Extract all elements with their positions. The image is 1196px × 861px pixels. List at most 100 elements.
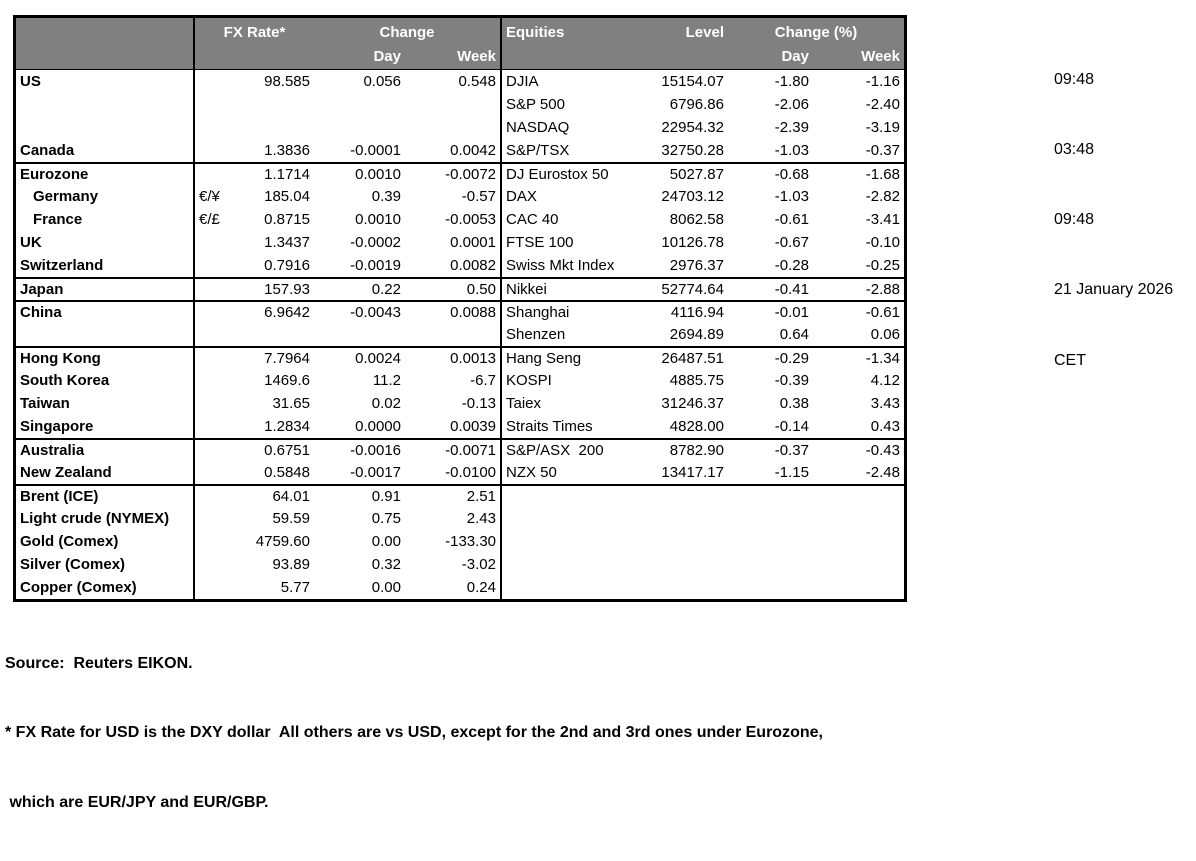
equity-half: Nikkei 52774.64 -0.41 -2.88 xyxy=(502,279,904,300)
fx-half: Singapore 1.2834 0.0000 0.0039 xyxy=(16,415,502,438)
timestamp-line: 09:48 xyxy=(1054,211,1095,229)
timestamp-block: 09:48 03:48 09:48 21 January 2026 CET xyxy=(1054,21,1173,419)
fx-change-day xyxy=(314,323,405,346)
header-row-1: FX Rate* Change Equities Level Change (%… xyxy=(16,18,904,47)
fx-half: Silver (Comex) 93.89 0.32 -3.02 xyxy=(16,553,502,576)
fx-rate-value: 6.9642 xyxy=(264,304,310,321)
fx-rate-value: 98.585 xyxy=(264,73,310,90)
equity-half: Shenzen 2694.89 0.64 0.06 xyxy=(502,323,904,346)
country-label xyxy=(16,116,195,139)
table-row: Japan 157.93 0.22 0.50 Nikkei 52774.64 -… xyxy=(16,277,904,300)
source-note: Source: Reuters EIKON. xyxy=(5,654,193,672)
fx-footnote-line-2: which are EUR/JPY and EUR/GBP. xyxy=(5,794,269,812)
header-label-spacer xyxy=(16,47,195,69)
country-label: Hong Kong xyxy=(16,348,195,369)
header-fx-spacer xyxy=(235,47,314,69)
currency-pair-label xyxy=(195,93,235,116)
equity-name: S&P/TSX xyxy=(506,142,570,159)
equity-level xyxy=(646,576,728,599)
equity-change-day xyxy=(728,507,813,530)
equity-half xyxy=(502,553,904,576)
equity-change-day: -0.28 xyxy=(774,257,809,274)
table-row: Shenzen 2694.89 0.64 0.06 xyxy=(16,323,904,346)
fx-change-day: -0.0017 xyxy=(350,464,401,481)
country-label: Canada xyxy=(16,139,195,162)
report-date: 21 January 2026 xyxy=(1054,281,1174,299)
fx-change-week xyxy=(405,93,500,116)
currency-pair-label xyxy=(195,392,235,415)
fx-half: Light crude (NYMEX) 59.59 0.75 2.43 xyxy=(16,507,502,530)
table-row: France €/£ 0.8715 0.0010 -0.0053 CAC 40 … xyxy=(16,208,904,231)
currency-pair-label: €/£ xyxy=(199,211,220,228)
equity-change-week: -3.19 xyxy=(865,119,900,136)
equity-change-day: -0.01 xyxy=(774,304,809,321)
table-row: Taiwan 31.65 0.02 -0.13 Taiex 31246.37 0… xyxy=(16,392,904,415)
header-row-2: Day Week Day Week xyxy=(16,47,904,69)
fx-change-week: 0.0001 xyxy=(450,234,496,251)
equity-name xyxy=(502,576,646,599)
fx-half: Taiwan 31.65 0.02 -0.13 xyxy=(16,392,502,415)
currency-pair-label xyxy=(195,530,235,553)
fx-equities-table: FX Rate* Change Equities Level Change (%… xyxy=(13,15,907,602)
fx-footnote-line-1: * FX Rate for USD is the DXY dollar All … xyxy=(5,724,823,742)
fx-half: China 6.9642 -0.0043 0.0088 xyxy=(16,302,502,323)
country-label xyxy=(16,323,195,346)
equity-change-week: 0.43 xyxy=(870,418,900,435)
header-eq-week: Week xyxy=(861,48,900,65)
equity-name xyxy=(502,486,646,507)
equity-half xyxy=(502,486,904,507)
equity-change-week: 4.12 xyxy=(870,372,900,389)
fx-rate-value: 0.7916 xyxy=(264,257,310,274)
fx-half: Gold (Comex) 4759.60 0.00 -133.30 xyxy=(16,530,502,553)
table-row: Copper (Comex) 5.77 0.00 0.24 xyxy=(16,576,904,599)
currency-pair-label: €/¥ xyxy=(199,188,220,205)
fx-change-week: -6.7 xyxy=(470,372,496,389)
currency-pair-label xyxy=(195,576,235,599)
equity-half: CAC 40 8062.58 -0.61 -3.41 xyxy=(502,208,904,231)
equity-half: Taiex 31246.37 0.38 3.43 xyxy=(502,392,904,415)
equity-half xyxy=(502,530,904,553)
equity-level: 32750.28 xyxy=(661,142,724,159)
equity-change-week: -0.61 xyxy=(865,304,900,321)
equity-name: Hang Seng xyxy=(506,350,582,367)
equity-change-day: -0.39 xyxy=(774,372,809,389)
table-row: Light crude (NYMEX) 59.59 0.75 2.43 xyxy=(16,507,904,530)
table-row: NASDAQ 22954.32 -2.39 -3.19 xyxy=(16,116,904,139)
fx-change-day: -0.0001 xyxy=(350,142,401,159)
equity-half: KOSPI 4885.75 -0.39 4.12 xyxy=(502,369,904,392)
header-label-spacer xyxy=(16,18,195,47)
table-row: New Zealand 0.5848 -0.0017 -0.0100 NZX 5… xyxy=(16,461,904,484)
table-row: Canada 1.3836 -0.0001 0.0042 S&P/TSX 327… xyxy=(16,139,904,162)
table-row: S&P 500 6796.86 -2.06 -2.40 xyxy=(16,93,904,116)
equity-change-week: -0.43 xyxy=(865,442,900,459)
fx-half: Hong Kong 7.7964 0.0024 0.0013 xyxy=(16,348,502,369)
fx-change-week: -133.30 xyxy=(445,533,496,550)
fx-rate-value: 1.2834 xyxy=(264,418,310,435)
equity-change-week: -0.10 xyxy=(865,234,900,251)
equity-level: 15154.07 xyxy=(661,73,724,90)
equity-name xyxy=(502,530,646,553)
equity-change-day: -1.15 xyxy=(774,464,809,481)
equity-half xyxy=(502,576,904,599)
country-label: Taiwan xyxy=(16,392,195,415)
equity-name xyxy=(502,507,646,530)
fx-rate-value xyxy=(235,116,314,139)
equity-level: 4885.75 xyxy=(669,372,724,389)
country-label: Copper (Comex) xyxy=(16,576,195,599)
currency-pair-label xyxy=(195,164,235,185)
fx-change-day: 0.0010 xyxy=(355,166,401,183)
equity-change-day: -0.14 xyxy=(774,418,809,435)
country-label: Brent (ICE) xyxy=(16,486,195,507)
table-row: China 6.9642 -0.0043 0.0088 Shanghai 411… xyxy=(16,300,904,323)
equity-level xyxy=(646,507,728,530)
table-row: Eurozone 1.1714 0.0010 -0.0072 DJ Eurost… xyxy=(16,162,904,185)
equity-level xyxy=(646,486,728,507)
equity-level: 8782.90 xyxy=(669,442,724,459)
table-row: Brent (ICE) 64.01 0.91 2.51 xyxy=(16,484,904,507)
fx-rate-value xyxy=(235,93,314,116)
header-left-half-sub: Day Week xyxy=(16,47,502,69)
table-row: Silver (Comex) 93.89 0.32 -3.02 xyxy=(16,553,904,576)
currency-pair-label xyxy=(195,507,235,530)
currency-pair-label xyxy=(195,440,235,461)
fx-change-day: 0.0010 xyxy=(355,211,401,228)
